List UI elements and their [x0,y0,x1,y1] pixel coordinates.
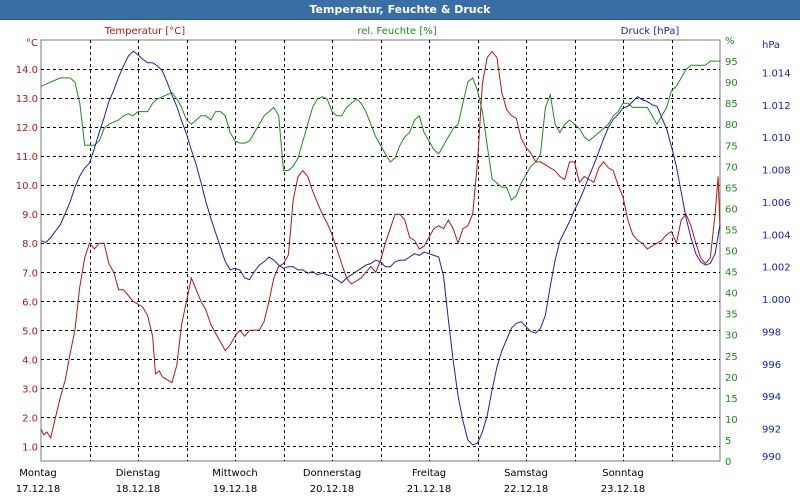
temperature-tick-label: 14.0 [16,65,38,76]
x-tick-date: 23.12.18 [601,484,646,495]
series-line-temperature [40,50,721,440]
x-tick-day: Donnerstag [303,468,361,479]
x-tick-day: Montag [19,468,56,479]
temperature-tick-label: 10.0 [16,181,38,192]
temperature-tick-label: 13.0 [16,94,38,105]
humidity-tick-label: 40 [725,289,738,300]
temperature-unit-label: °C [26,38,38,49]
pressure-tick-label: 1.002 [762,263,791,274]
x-tick-date: 22.12.18 [504,484,549,495]
temperature-tick-label: 4.0 [22,355,38,366]
temperature-tick-label: 11.0 [16,152,38,163]
x-tick-date: 20.12.18 [310,484,355,495]
x-tick-day: Mittwoch [212,468,257,479]
humidity-tick-label: 80 [725,120,738,131]
humidity-tick-label: % [725,36,735,47]
humidity-tick-label: 75 [725,141,738,152]
temperature-tick-label: 2.0 [22,413,38,424]
title-bar: Temperatur, Feuchte & Druck [0,0,800,20]
temperature-tick-label: 8.0 [22,239,38,250]
humidity-tick-label: 55 [725,225,738,236]
temperature-tick-label: 9.0 [22,210,38,221]
x-tick-date: 19.12.18 [213,484,258,495]
pressure-tick-label: 998 [762,327,781,338]
humidity-tick-label: 0 [725,457,731,468]
plot-frame [40,39,721,462]
x-tick-date: 18.12.18 [116,484,161,495]
x-tick-day: Sonntag [602,468,644,479]
humidity-tick-label: 10 [725,415,738,426]
x-tick-date: 17.12.18 [16,484,61,495]
temperature-tick-label: 1.0 [22,442,38,453]
x-tick-day: Dienstag [116,468,161,479]
humidity-tick-label: 45 [725,268,738,279]
humidity-tick-label: 90 [725,78,738,89]
legend-pressure: Druck [hPa] [621,26,680,37]
humidity-tick-label: 70 [725,162,738,173]
humidity-tick-label: 20 [725,373,738,384]
pressure-tick-label: hPa [762,40,780,51]
chart-title: Temperatur, Feuchte & Druck [309,3,491,16]
x-tick-day: Samstag [504,468,548,479]
humidity-tick-label: 50 [725,247,738,258]
temperature-tick-label: 6.0 [22,297,38,308]
series-line-humidity [40,60,720,201]
humidity-tick-label: 5 [725,436,731,447]
pressure-tick-label: 1.008 [762,166,791,177]
temperature-tick-label: 12.0 [16,123,38,134]
pressure-tick-label: 1.010 [762,133,791,144]
pressure-tick-label: 992 [762,425,781,436]
pressure-tick-label: 1.014 [762,68,791,79]
pressure-tick-label: 996 [762,360,781,371]
pressure-tick-label: 1.012 [762,101,791,112]
pressure-tick-label: 994 [762,392,781,403]
pressure-tick-label: 1.000 [762,295,791,306]
legend-temperature: Temperatur [°C] [104,26,185,37]
pressure-tick-label: 1.004 [762,230,791,241]
pressure-tick-label: 990 [762,452,781,463]
pressure-tick-label: 1.006 [762,198,791,209]
temperature-tick-label: 7.0 [22,268,38,279]
humidity-tick-label: 65 [725,183,738,194]
x-tick-day: Freitag [412,468,446,479]
legend-humidity: rel. Feuchte [%] [357,26,436,37]
temperature-tick-label: 5.0 [22,326,38,337]
humidity-tick-label: 95 [725,57,738,68]
humidity-tick-label: 60 [725,204,738,215]
humidity-tick-label: 15 [725,394,738,405]
x-tick-date: 21.12.18 [407,484,452,495]
humidity-tick-label: 85 [725,99,738,110]
humidity-tick-label: 35 [725,310,738,321]
humidity-tick-label: 25 [725,352,738,363]
humidity-tick-label: 30 [725,331,738,342]
temperature-tick-label: 3.0 [22,384,38,395]
series-line-pressure [40,50,721,446]
